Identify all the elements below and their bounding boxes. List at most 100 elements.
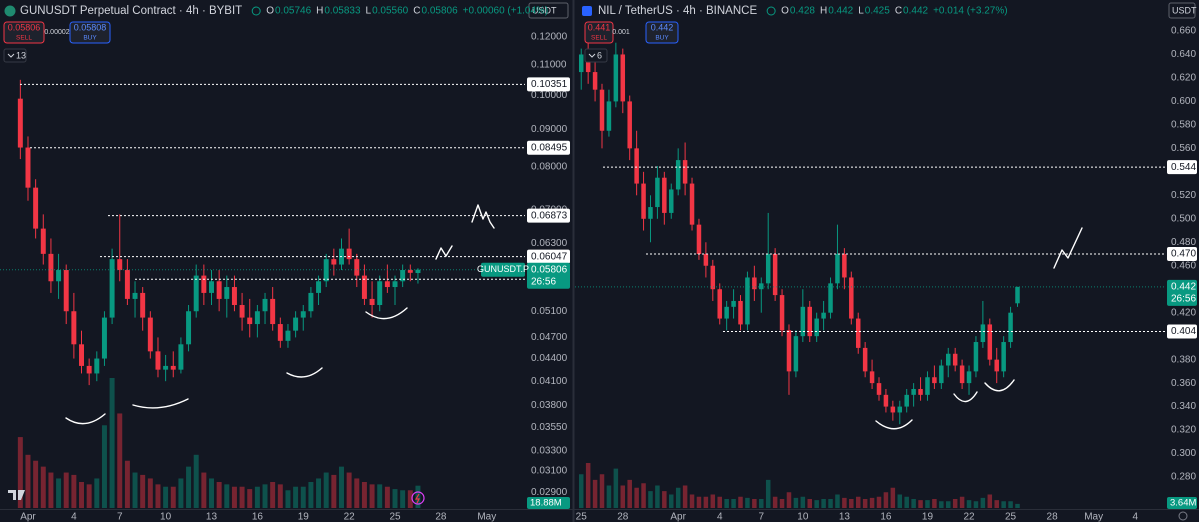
x-tick-label: Apr (670, 512, 686, 522)
candle-body (800, 306, 806, 337)
currency-box[interactable] (528, 2, 569, 19)
x-tick-label: Apr (20, 512, 36, 522)
volume-bar (620, 485, 626, 508)
level-label-box (1167, 247, 1197, 261)
sell-button[interactable] (3, 21, 45, 44)
volume-bar (331, 474, 337, 508)
candle-body (814, 318, 819, 337)
x-tick-label: 19 (922, 512, 934, 522)
ohlc-key: C (413, 6, 420, 17)
y-tick-label: 0.500 (1171, 213, 1196, 224)
candle-body (918, 388, 923, 395)
candle-body (883, 394, 889, 407)
volume-bar (17, 437, 23, 508)
volume-bar (254, 486, 260, 508)
y-tick-label: 0.520 (1171, 190, 1196, 201)
level-label: 0.06873 (531, 210, 568, 221)
volume-bar (369, 484, 375, 508)
y-tick-label: 0.280 (1171, 472, 1196, 483)
drawing (132, 398, 189, 409)
buy-button[interactable] (69, 21, 111, 44)
ohlc-value: 0.05833 (324, 6, 361, 17)
level-label: 0.08495 (531, 142, 568, 153)
volume-bar (48, 472, 54, 508)
volume-bar (786, 492, 792, 508)
volume-label-box (1167, 497, 1197, 509)
candle-body (354, 259, 360, 276)
candle-body (346, 248, 352, 260)
candle-body (94, 358, 100, 374)
candle-body (56, 270, 62, 282)
y-tick-label: 0.420 (1171, 307, 1196, 318)
x-tick-label: 25 (389, 512, 401, 522)
chart-title: NIL / TetherUS · 4h · BINANCE (598, 5, 757, 17)
volume-bar (682, 485, 688, 508)
volume-bar (966, 500, 972, 508)
volume-bar (613, 468, 619, 508)
candle-body (209, 281, 214, 293)
y-tick-label: 0.320 (1171, 425, 1196, 436)
candle-body (724, 306, 729, 319)
volume-bar (946, 501, 951, 508)
candle-body (71, 311, 77, 345)
volume-bar (592, 479, 598, 508)
volume-label: 3.64M (1170, 498, 1196, 509)
alert-icon-bolt (414, 493, 420, 504)
volume-bar (904, 496, 909, 508)
indicators-toggle[interactable] (3, 48, 27, 63)
candle-body (40, 228, 46, 254)
settings-icon[interactable] (1178, 511, 1188, 521)
sell-button[interactable] (584, 21, 614, 44)
candle-body (952, 353, 958, 366)
volume-bar (862, 499, 868, 508)
candle-body (254, 311, 260, 325)
volume-bar (952, 499, 958, 508)
volume-bar (710, 494, 716, 508)
candle-body (627, 101, 632, 149)
candle-body (855, 318, 861, 348)
candle-body (155, 351, 161, 370)
symbol-logo (582, 6, 592, 16)
buy-button[interactable] (645, 21, 679, 44)
indicators-toggle[interactable] (584, 48, 608, 63)
candle-body (669, 189, 674, 213)
volume-bar (738, 496, 743, 508)
candle-body (239, 305, 245, 318)
volume-bar (94, 478, 100, 508)
spread: 0.00002 (44, 29, 69, 36)
volume-bar (293, 486, 299, 508)
x-tick-label: 16 (252, 512, 264, 522)
candle-body (415, 269, 421, 274)
volume-bar (101, 425, 107, 508)
currency-box[interactable] (1168, 2, 1196, 19)
volume-bar (377, 484, 383, 508)
candle-body (124, 270, 130, 299)
y-tick-label: 0.360 (1171, 378, 1196, 389)
volume-bar (109, 378, 115, 508)
y-tick-label: 0.10000 (531, 90, 568, 101)
chevron (588, 53, 596, 58)
candle-body (779, 295, 785, 331)
y-tick-label: 0.620 (1171, 73, 1196, 84)
ohlc-value: 0.442 (828, 6, 853, 17)
status-icon (766, 6, 776, 16)
volume-bar (25, 454, 31, 508)
volume-bar (724, 499, 729, 508)
level-label-box (1167, 160, 1197, 175)
candle-body (703, 254, 709, 266)
candle-body (384, 281, 390, 288)
alert-icon[interactable] (411, 491, 425, 505)
candle-body (1008, 312, 1013, 343)
volume-bar (876, 496, 882, 508)
x-tick-label: 22 (963, 512, 975, 522)
level-label: 0.10351 (531, 79, 568, 90)
price-change: +0.00060 (+1.04%) (463, 6, 549, 17)
candle-body (147, 317, 153, 352)
symbol-logo (4, 5, 16, 17)
candle-body (939, 365, 944, 384)
volume-bar (316, 478, 322, 508)
ohlc-key: H (820, 6, 827, 17)
volume-bar (224, 484, 230, 508)
